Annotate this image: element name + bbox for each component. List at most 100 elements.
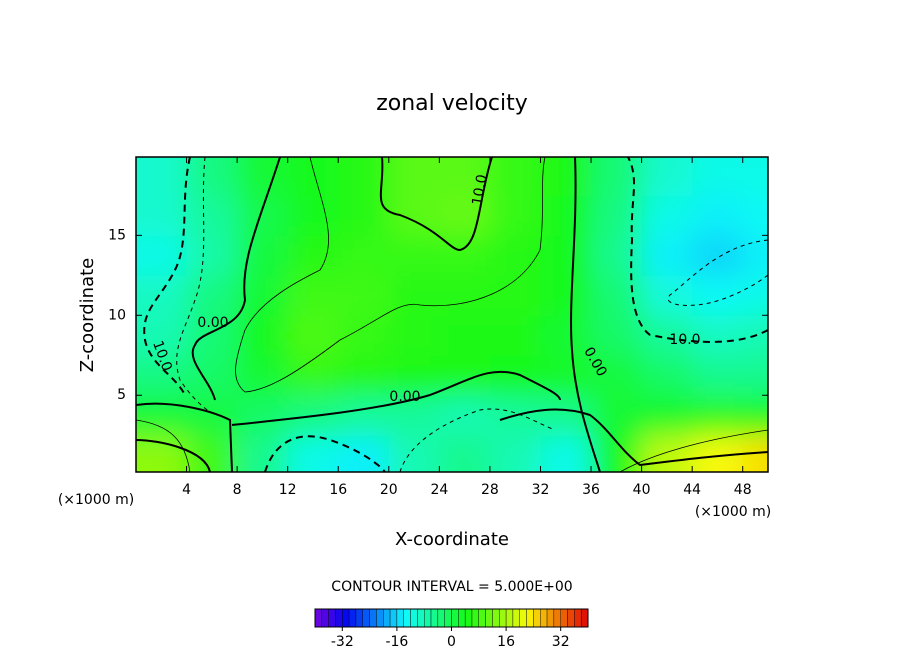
field-cell	[540, 195, 592, 236]
field-cell	[489, 435, 541, 472]
contour-line	[399, 408, 556, 472]
colorbar-swatch	[451, 608, 459, 628]
colorbar-swatch	[389, 608, 398, 628]
field-cell	[692, 395, 744, 436]
field-cell	[742, 315, 768, 356]
x-tick-label: 48	[734, 482, 752, 498]
colorbar-swatch	[540, 608, 548, 628]
colorbar-swatch	[369, 608, 377, 628]
field-cell	[237, 355, 289, 396]
field-cell	[641, 355, 693, 396]
x-axis-label: X-coordinate	[395, 529, 509, 550]
x-tick-label: 28	[481, 482, 499, 498]
field-cell	[489, 315, 541, 356]
field-cell	[338, 315, 390, 356]
field-clip	[136, 157, 768, 472]
colorbar-swatch	[512, 608, 520, 628]
field-cell	[136, 195, 188, 236]
x-tick-label: 44	[683, 482, 701, 498]
field-cell	[237, 435, 289, 472]
colorbar-swatch	[580, 608, 589, 628]
colorbar-swatch	[519, 608, 527, 628]
x-tick-label: 16	[329, 482, 347, 498]
field-cell	[388, 195, 440, 236]
colorbar-tick-label: -32	[331, 634, 354, 650]
field-cell	[742, 275, 768, 316]
contour-line	[231, 370, 561, 426]
field-cell	[287, 355, 339, 396]
field-cell	[338, 395, 390, 436]
y-tick-label: 15	[108, 227, 126, 243]
x-tick-label: 8	[233, 482, 242, 498]
field	[136, 157, 768, 472]
field-cell	[338, 275, 390, 316]
field-cell	[742, 395, 768, 436]
contour-line	[136, 439, 211, 472]
colorbar-swatch	[348, 608, 357, 628]
field-cell	[641, 235, 693, 276]
field-cell	[591, 275, 643, 316]
x-tick-label: 40	[633, 482, 651, 498]
contour-line	[264, 435, 386, 472]
x-tick-label: 32	[532, 482, 550, 498]
field-cell	[338, 435, 390, 472]
colorbar-tick-label: 0	[447, 634, 456, 650]
field-cell	[641, 157, 693, 196]
field-cell	[237, 195, 289, 236]
contour-line	[570, 157, 601, 472]
contour-label: 0.00	[389, 389, 420, 405]
colorbar-swatch	[424, 608, 432, 628]
colorbar-swatch	[335, 608, 343, 628]
colorbar-swatch	[533, 608, 541, 628]
field-cell	[591, 355, 643, 396]
field-cell	[641, 395, 693, 436]
field-cell	[489, 275, 541, 316]
field-cell	[692, 275, 744, 316]
field-cell	[439, 435, 491, 472]
field-cell	[136, 275, 188, 316]
field-cell	[591, 395, 643, 436]
colorbar-swatch	[437, 608, 445, 628]
contour-label: 10.0	[469, 173, 490, 206]
colorbar-swatch	[560, 608, 568, 628]
field-cell	[287, 315, 339, 356]
field-cell	[287, 195, 339, 236]
field-cell	[186, 435, 238, 472]
field-cell	[237, 395, 289, 436]
colorbar-swatch	[505, 608, 514, 628]
colorbar-swatch	[314, 608, 323, 628]
field-cell	[388, 435, 440, 472]
colorbar-swatch	[383, 608, 391, 628]
field-cell	[641, 275, 693, 316]
contour-line	[619, 429, 768, 472]
field-cell	[591, 235, 643, 276]
field-cell	[742, 355, 768, 396]
field-cell	[489, 235, 541, 276]
contour-label: 10.0	[669, 332, 700, 348]
field-cell	[540, 157, 592, 196]
colorbar-swatch	[478, 608, 486, 628]
field-cell	[338, 235, 390, 276]
colorbar-swatch	[355, 608, 363, 628]
field-cell	[136, 315, 188, 356]
field-cell	[489, 157, 541, 196]
colorbar-swatch	[430, 608, 439, 628]
colorbar-swatch	[376, 608, 384, 628]
colorbar-swatch	[567, 608, 575, 628]
colorbar-swatch	[328, 608, 336, 628]
field-cell	[692, 195, 744, 236]
contour-line	[499, 408, 768, 467]
field-cell	[439, 315, 491, 356]
y-tick-label: 5	[117, 387, 126, 403]
field-cell	[439, 235, 491, 276]
colorbar-swatch	[492, 608, 500, 628]
plot-frame	[135, 156, 769, 473]
field-cell	[388, 275, 440, 316]
x-unit-label: (×1000 m)	[695, 504, 771, 520]
field-cell	[388, 157, 440, 196]
field-cell	[692, 157, 744, 196]
field-cell	[489, 355, 541, 396]
colorbar-swatch	[342, 608, 350, 628]
